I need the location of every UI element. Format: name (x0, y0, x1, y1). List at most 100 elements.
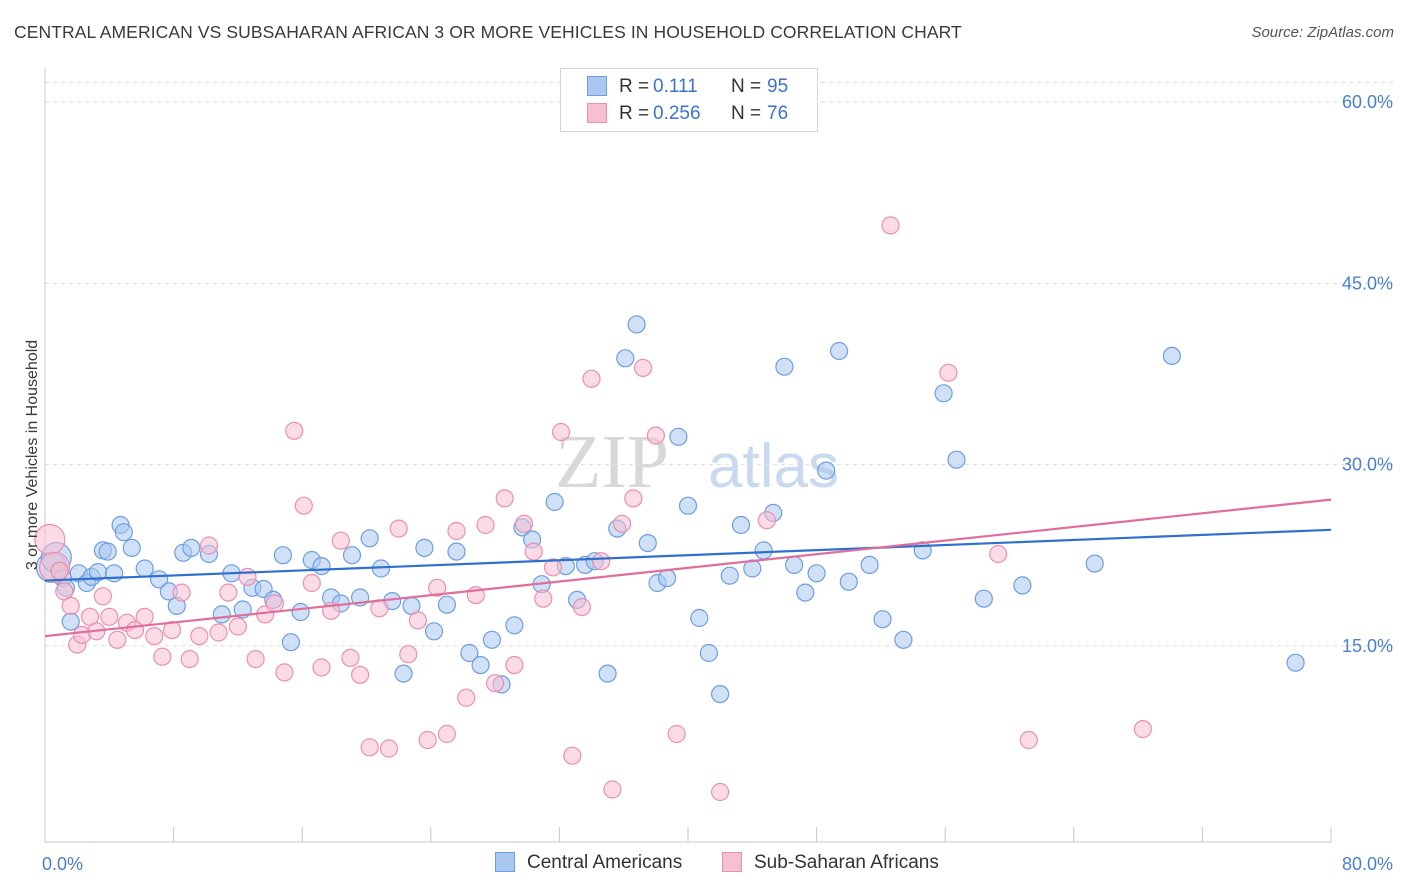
data-point (754, 541, 773, 560)
data-point (667, 724, 686, 744)
data-point (342, 546, 362, 565)
trend-lines (44, 498, 1332, 638)
data-point (710, 782, 730, 802)
data-point (524, 542, 543, 561)
gridlines (45, 82, 1393, 647)
data-point (534, 589, 553, 608)
legend-r-value: 0.111 (653, 76, 698, 97)
data-point (98, 542, 117, 561)
data-point (457, 688, 476, 707)
data-point (447, 521, 466, 541)
data-point (514, 514, 534, 533)
data-point (61, 596, 80, 616)
data-point (50, 561, 69, 581)
data-point (894, 630, 913, 649)
legend-n-label: N = (731, 76, 762, 97)
data-point (275, 663, 294, 682)
data-point (182, 538, 201, 558)
data-point (989, 544, 1008, 564)
data-point (486, 674, 505, 693)
stats-legend: R = 0.111 N = 95 R = 0.256 N = 76 (560, 68, 818, 132)
y-axis-label: 3 or more Vehicles in Household (24, 340, 41, 570)
data-point (796, 583, 815, 602)
watermark-atlas: atlas (708, 432, 839, 501)
data-point (720, 566, 739, 585)
data-point (180, 649, 199, 669)
legend-label-central-americans: Central Americans (527, 852, 683, 873)
data-point (294, 496, 313, 515)
data-point (817, 461, 836, 480)
data-point (678, 496, 698, 515)
chart-title: CENTRAL AMERICAN VS SUBSAHARAN AFRICAN 3… (14, 22, 962, 42)
data-point (934, 384, 953, 403)
data-point (974, 589, 993, 608)
data-point (219, 583, 238, 602)
data-point (428, 578, 447, 597)
data-point (1133, 719, 1153, 739)
data-point (1085, 554, 1104, 573)
data-point (108, 630, 127, 649)
data-point (153, 647, 172, 666)
data-point (312, 556, 331, 576)
data-point (495, 489, 514, 508)
data-point (598, 664, 617, 683)
data-point (104, 564, 124, 583)
data-point (209, 623, 228, 642)
data-point (563, 746, 582, 765)
y-tick-label: 15.0% (1342, 636, 1393, 656)
data-point (424, 622, 444, 641)
data-point (545, 492, 564, 512)
data-point (471, 655, 490, 675)
legend-n-value: 95 (767, 76, 789, 97)
data-point (482, 630, 501, 649)
data-point (505, 616, 524, 635)
series-central-americans (35, 315, 1305, 704)
data-point (437, 595, 456, 614)
data-point (784, 555, 804, 575)
legend-r-label: R = (619, 76, 650, 97)
axes (44, 68, 1332, 843)
legend-r-value: 0.256 (653, 103, 701, 124)
legend-swatch-blue (587, 76, 607, 96)
data-point (312, 658, 331, 677)
data-point (394, 664, 413, 683)
data-point (291, 602, 310, 622)
data-point (603, 780, 622, 799)
data-point (551, 422, 571, 442)
data-point (543, 558, 563, 577)
data-point (1013, 576, 1032, 595)
data-point (228, 617, 247, 636)
data-point (418, 730, 437, 750)
data-point (947, 450, 966, 469)
data-point (135, 559, 154, 578)
legend-swatch-pink (587, 103, 607, 123)
data-point (710, 684, 730, 704)
data-point (572, 597, 592, 617)
data-point (238, 567, 257, 587)
data-point (331, 531, 350, 550)
data-point (212, 605, 231, 624)
legend-n-label: N = (731, 103, 762, 124)
data-point (627, 315, 646, 334)
data-point (1286, 653, 1305, 672)
tick-labels: 15.0% 30.0% 45.0% 60.0% 0.0% 80.0% (42, 92, 1393, 874)
data-point (273, 546, 292, 565)
data-point (624, 489, 643, 508)
data-point (399, 645, 418, 664)
x-tick-label: 0.0% (42, 854, 83, 874)
data-point (379, 739, 399, 758)
data-point (100, 607, 119, 626)
data-point (646, 426, 666, 445)
data-point (829, 341, 849, 361)
y-tick-label: 60.0% (1342, 92, 1393, 112)
data-point (860, 555, 879, 575)
data-point (145, 626, 164, 646)
data-point (839, 572, 858, 591)
data-point (616, 349, 635, 368)
data-point (281, 633, 300, 652)
data-point (302, 573, 321, 593)
legend-r-label: R = (619, 103, 650, 124)
data-point (360, 529, 379, 548)
data-point (351, 665, 370, 684)
data-point (246, 649, 265, 669)
